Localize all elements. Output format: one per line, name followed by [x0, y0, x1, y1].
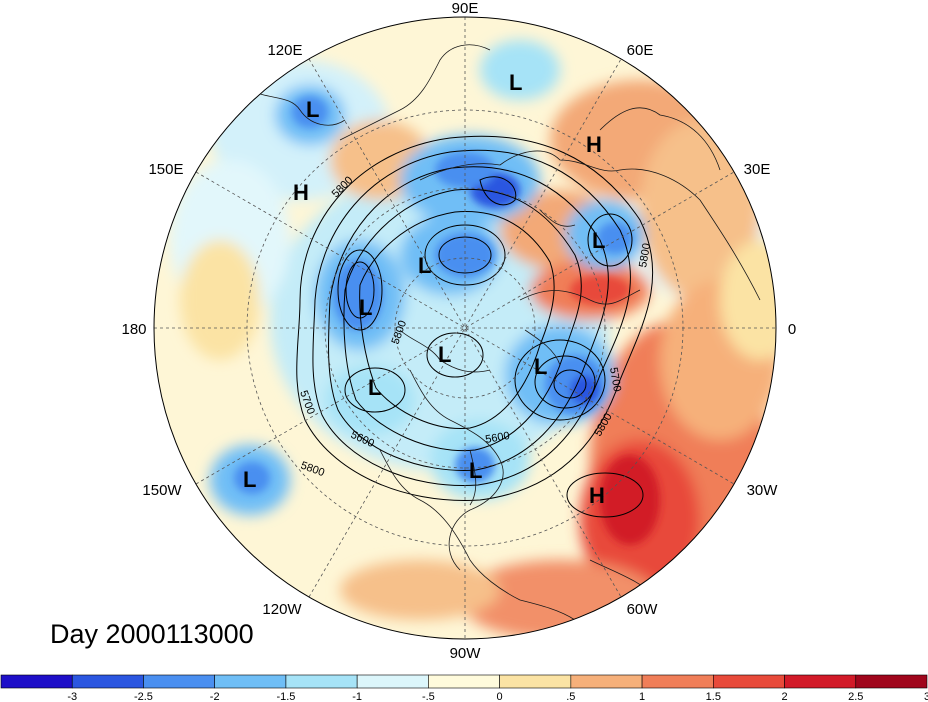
lon-label-150w: 150W	[142, 482, 182, 499]
low-pressure-marker: L	[469, 458, 482, 483]
lon-label-0: 0	[788, 321, 796, 338]
graticule	[154, 17, 776, 639]
colorbar-tick-label: 1.5	[706, 691, 721, 702]
colorbar-tick-label: -3	[67, 691, 77, 702]
colorbar-swatch	[499, 674, 572, 689]
colorbar-swatch	[784, 674, 857, 689]
colorbar-tick-label: 1	[639, 691, 645, 702]
low-pressure-marker: L	[243, 467, 256, 492]
colorbar-tick-label: .5	[566, 691, 575, 702]
colorbar-tick-label: 0	[497, 691, 503, 702]
lon-label-90w: 90W	[450, 645, 482, 662]
colorbar-tick-label: -1	[352, 691, 362, 702]
colorbar-tick-label: 2.5	[848, 691, 863, 702]
contour-label: 5800	[637, 242, 653, 268]
colorbar-swatch	[143, 674, 215, 689]
low-pressure-marker: L	[438, 342, 451, 367]
pressure-systems: L L H H L L L L L L L L H L	[243, 70, 605, 508]
colorbar-swatch	[570, 674, 643, 689]
map-boundary	[153, 16, 777, 640]
colorbar-swatch	[285, 674, 358, 689]
low-pressure-marker: L	[418, 253, 431, 278]
lon-label-90e: 90E	[452, 0, 479, 17]
contour-label: 5600	[484, 430, 510, 446]
colorbar-swatch	[71, 674, 144, 689]
low-pressure-marker: L	[359, 295, 372, 320]
lon-label-60e: 60E	[627, 42, 654, 59]
colorbar-swatch	[0, 674, 73, 689]
lon-label-150e: 150E	[148, 161, 183, 178]
high-pressure-marker: H	[586, 132, 602, 157]
colorbar-tick-label: 2	[781, 691, 787, 702]
contour-label: 5700	[607, 366, 623, 392]
colorbar-swatch	[855, 674, 928, 689]
colorbar-swatch	[641, 674, 714, 689]
colorbar-swatch	[214, 674, 287, 689]
low-pressure-marker: L	[368, 375, 381, 400]
high-pressure-marker: H	[589, 483, 605, 508]
colorbar-tick-label: -2.5	[134, 691, 153, 702]
colorbar-tick-label: 3	[924, 691, 928, 702]
colorbar: -3 -2.5 -2 -1.5 -1 -.5 0 .5 1 1.5 2 2.5 3	[0, 674, 928, 702]
low-pressure-marker: L	[592, 228, 605, 253]
colorbar-swatch	[713, 674, 785, 689]
low-pressure-marker: L	[534, 354, 547, 379]
day-title: Day 2000113000	[50, 619, 254, 649]
lon-label-180: 180	[121, 321, 146, 338]
coastlines	[249, 44, 761, 621]
height-contours	[296, 135, 654, 518]
low-pressure-marker: L	[509, 70, 522, 95]
colorbar-swatch	[428, 674, 500, 689]
longitude-labels: 90E 60E 30E 0 30W 60W 90W 120W 150W 180 …	[121, 0, 796, 662]
lon-label-120w: 120W	[262, 601, 302, 618]
colorbar-swatch	[356, 674, 429, 689]
colorbar-tick-label: -.5	[422, 691, 435, 702]
high-pressure-marker: H	[293, 180, 309, 205]
colorbar-tick-label: -1.5	[276, 691, 295, 702]
lon-label-60w: 60W	[627, 601, 659, 618]
anomaly-field	[154, 17, 776, 639]
lon-label-30w: 30W	[747, 482, 779, 499]
low-pressure-marker: L	[306, 97, 319, 122]
colorbar-tick-label: -2	[210, 691, 220, 702]
lon-label-120e: 120E	[267, 42, 302, 59]
lon-label-30e: 30E	[744, 161, 771, 178]
